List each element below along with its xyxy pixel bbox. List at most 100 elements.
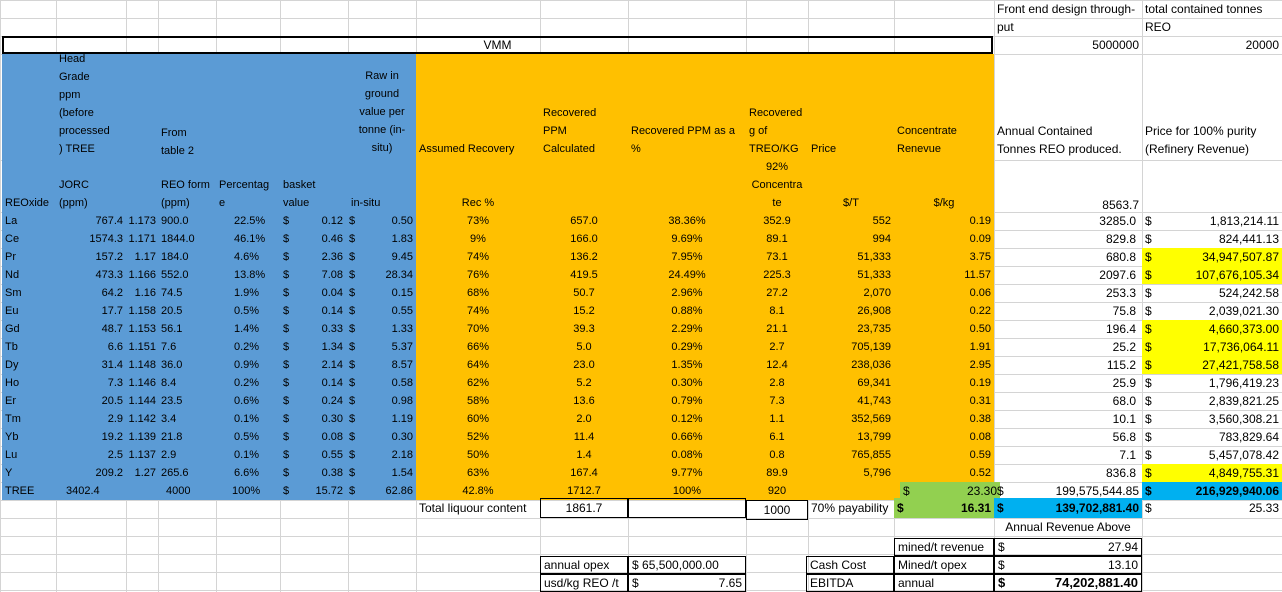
reo-cell[interactable]: 552.0 (158, 266, 216, 284)
jorc-cell[interactable]: 2.5 (56, 446, 126, 464)
insitu-cell[interactable]: $2.18 (346, 446, 416, 464)
basket-cell[interactable]: $0.38 (280, 464, 346, 482)
annual-cell[interactable]: 2097.6 (1099, 268, 1136, 282)
jorc-cell[interactable]: 6.6 (56, 338, 126, 356)
refine-cell[interactable]: $4,849,755.31 (1142, 464, 1282, 482)
annual-top-value[interactable]: 8563.7 (1102, 198, 1139, 212)
concentrate-92-header[interactable]: 92% Concentra te (751, 161, 803, 209)
reo-cell[interactable]: 7.6 (158, 338, 216, 356)
g-cell[interactable]: 6.1 (746, 428, 808, 446)
annual-cell[interactable]: 10.1 (1112, 412, 1136, 426)
jorc-cell[interactable]: 7.3 (56, 374, 126, 392)
element-cell[interactable]: Lu (2, 446, 56, 464)
g-cell[interactable]: 1.1 (746, 410, 808, 428)
in-situ-header[interactable]: in-situ (351, 197, 381, 209)
reo-cell[interactable]: 8.4 (158, 374, 216, 392)
rppm-cell[interactable]: 13.6 (540, 392, 628, 410)
insitu-cell[interactable]: $0.98 (346, 392, 416, 410)
refine-cell[interactable]: $27,421,758.58 (1142, 356, 1282, 374)
conc-cell[interactable]: 0.31 (894, 392, 994, 410)
g-cell[interactable]: 2.7 (746, 338, 808, 356)
reo-cell[interactable]: 23.5 (158, 392, 216, 410)
opex-label[interactable]: annual opex (540, 556, 628, 574)
tree-rpct-cell[interactable]: 100% (628, 482, 746, 500)
payability-label[interactable]: 70% payability (811, 501, 889, 515)
reoxide-header[interactable]: REOxide (5, 197, 50, 209)
pct-cell[interactable]: 6.6% (216, 464, 280, 482)
element-cell[interactable]: Tm (2, 410, 56, 428)
g-1000-value[interactable]: 1000 (746, 500, 808, 520)
g-cell[interactable]: 8.1 (746, 302, 808, 320)
opex-value[interactable]: $ 65,500,000.00 (628, 556, 746, 574)
factor-cell[interactable]: 1.17 (126, 248, 158, 266)
pct-cell[interactable]: 0.6% (216, 392, 280, 410)
price-unit-header[interactable]: $/T (843, 197, 859, 209)
g-cell[interactable]: 2.8 (746, 374, 808, 392)
price-cell[interactable]: 41,743 (808, 392, 894, 410)
rpct-cell[interactable]: 0.79% (628, 392, 746, 410)
percentage-header[interactable]: Percentag e (219, 179, 270, 209)
basket-cell[interactable]: $2.36 (280, 248, 346, 266)
tree-basket-cell[interactable]: $15.72 (280, 482, 346, 500)
factor-cell[interactable]: 1.151 (126, 338, 158, 356)
jorc-cell[interactable]: 19.2 (56, 428, 126, 446)
refine-cell[interactable]: $3,560,308.21 (1142, 410, 1282, 428)
g-cell[interactable]: 12.4 (746, 356, 808, 374)
refine-cell[interactable]: $783,829.64 (1142, 428, 1282, 446)
factor-cell[interactable]: 1.146 (126, 374, 158, 392)
price-cell[interactable]: 5,796 (808, 464, 894, 482)
rec-cell[interactable]: 68% (416, 284, 540, 302)
basket-cell[interactable]: $1.34 (280, 338, 346, 356)
conc-cell[interactable]: 0.50 (894, 320, 994, 338)
basket-cell[interactable]: $0.24 (280, 392, 346, 410)
rec-cell[interactable]: 76% (416, 266, 540, 284)
reo-cell[interactable]: 265.6 (158, 464, 216, 482)
conc-cell[interactable]: 0.59 (894, 446, 994, 464)
jorc-cell[interactable]: 157.2 (56, 248, 126, 266)
g-cell[interactable]: 7.3 (746, 392, 808, 410)
rec-cell[interactable]: 70% (416, 320, 540, 338)
basket-cell[interactable]: $0.14 (280, 302, 346, 320)
tree-empty-cell[interactable] (126, 482, 158, 500)
rppm-cell[interactable]: 39.3 (540, 320, 628, 338)
element-cell[interactable]: Tb (2, 338, 56, 356)
conc-cell[interactable]: 0.52 (894, 464, 994, 482)
cash-cost-label[interactable]: Cash Cost (806, 556, 894, 574)
jorc-cell[interactable]: 209.2 (56, 464, 126, 482)
jorc-cell[interactable]: 17.7 (56, 302, 126, 320)
basket-cell[interactable]: $0.55 (280, 446, 346, 464)
element-cell[interactable]: Yb (2, 428, 56, 446)
element-cell[interactable]: Gd (2, 320, 56, 338)
conc-cell[interactable]: 0.22 (894, 302, 994, 320)
annual-cell[interactable]: 25.9 (1112, 376, 1136, 390)
rpct-cell[interactable]: 2.96% (628, 284, 746, 302)
annual-cell[interactable]: 68.0 (1112, 394, 1136, 408)
liquour-label[interactable]: Total liquour content (419, 501, 527, 515)
insitu-cell[interactable]: $1.83 (346, 230, 416, 248)
rpct-cell[interactable]: 24.49% (628, 266, 746, 284)
element-cell[interactable]: Nd (2, 266, 56, 284)
reo-cell[interactable]: 3.4 (158, 410, 216, 428)
jorc-cell[interactable]: 20.5 (56, 392, 126, 410)
rppm-cell[interactable]: 2.0 (540, 410, 628, 428)
rec-pct-header[interactable]: Rec % (461, 197, 495, 209)
liquour-empty-cell[interactable] (628, 498, 746, 518)
rpct-cell[interactable]: 9.69% (628, 230, 746, 248)
rec-cell[interactable]: 66% (416, 338, 540, 356)
rec-cell[interactable]: 9% (416, 230, 540, 248)
factor-cell[interactable]: 1.148 (126, 356, 158, 374)
price-cell[interactable]: 51,333 (808, 266, 894, 284)
reo-cell[interactable]: 1844.0 (158, 230, 216, 248)
conc-cell[interactable]: 0.38 (894, 410, 994, 428)
rpct-cell[interactable]: 0.66% (628, 428, 746, 446)
price-cell[interactable]: 2,070 (808, 284, 894, 302)
factor-cell[interactable]: 1.16 (126, 284, 158, 302)
rpct-cell[interactable]: 0.08% (628, 446, 746, 464)
basket-cell[interactable]: $0.04 (280, 284, 346, 302)
conc-cell[interactable]: 3.75 (894, 248, 994, 266)
price-cell[interactable]: 51,333 (808, 248, 894, 266)
rec-cell[interactable]: 63% (416, 464, 540, 482)
annual-label[interactable]: annual (894, 574, 994, 592)
annual-cell[interactable]: 3285.0 (1099, 214, 1136, 228)
element-cell[interactable]: Sm (2, 284, 56, 302)
